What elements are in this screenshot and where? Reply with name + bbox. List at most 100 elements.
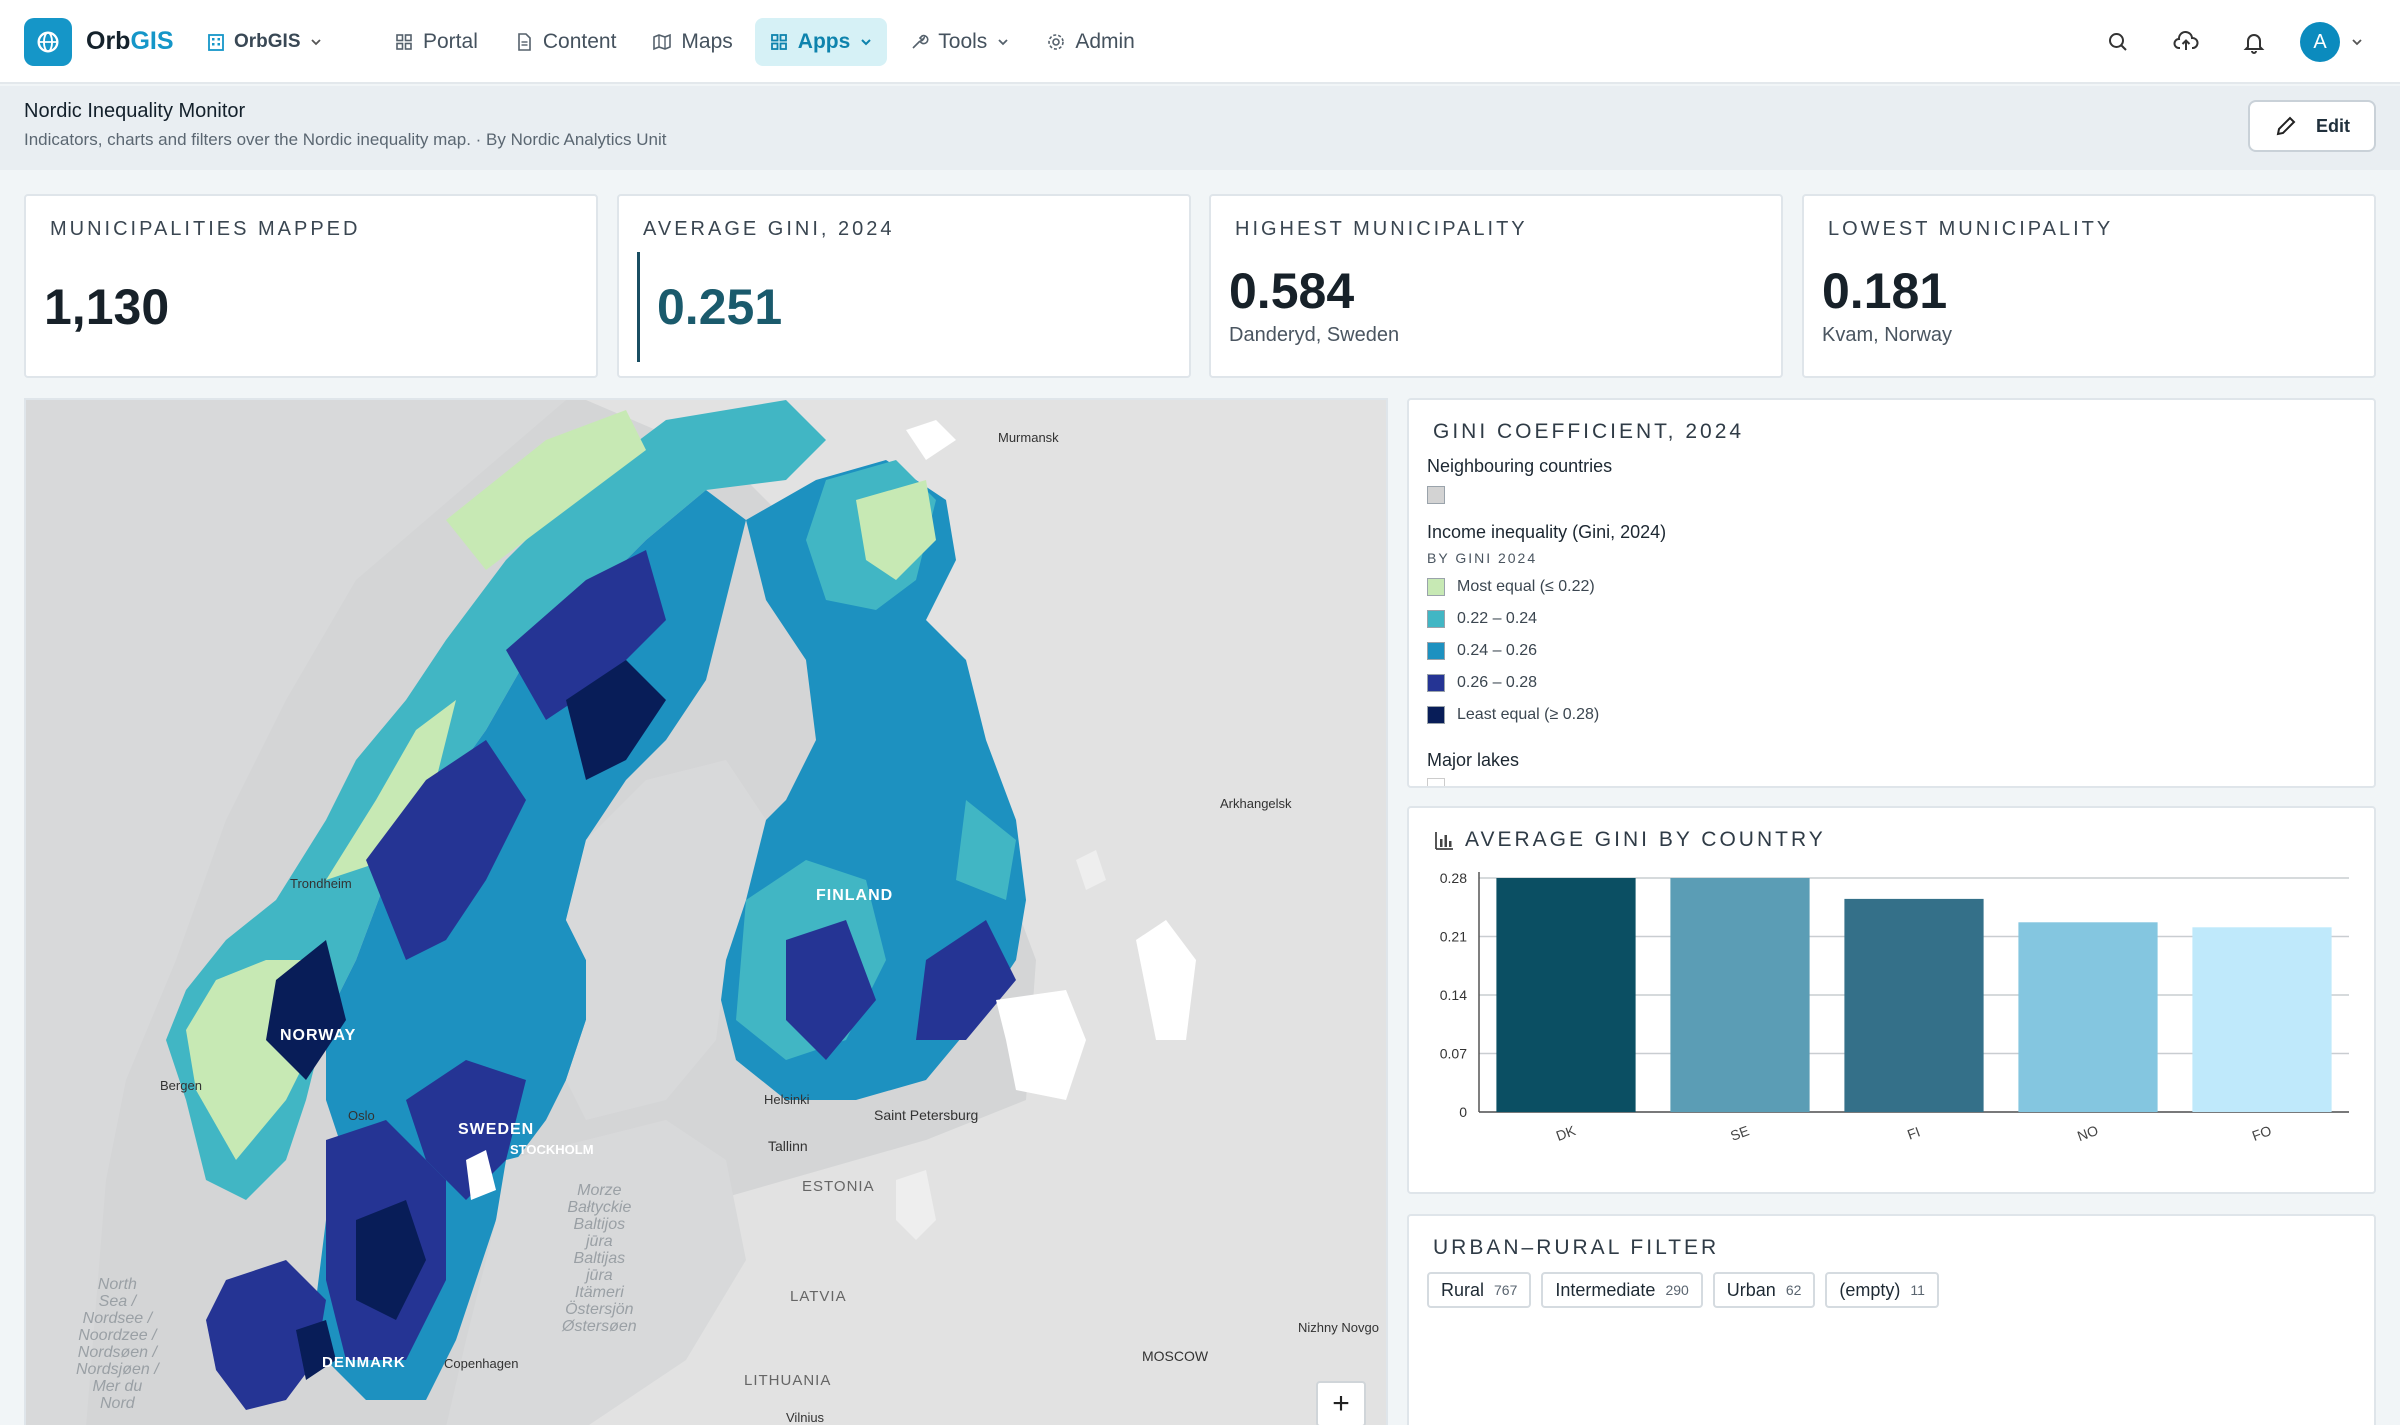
map-label-st-petersburg: Saint Petersburg xyxy=(874,1107,979,1123)
upload-button[interactable] xyxy=(2152,0,2220,84)
page-title: Nordic Inequality Monitor xyxy=(24,100,246,122)
nav-maps[interactable]: Maps xyxy=(638,18,746,66)
chart-title: AVERAGE GINI BY COUNTRY xyxy=(1465,828,1826,851)
bar-dk xyxy=(1496,878,1636,1112)
legend-class-row: 0.26 – 0.28 xyxy=(1427,674,1537,692)
legend-class-row: 0.22 – 0.24 xyxy=(1427,610,1537,628)
choropleth-map[interactable]: Murmansk Arkhangelsk Trondheim FINLAND N… xyxy=(24,398,1388,1425)
map-label-lithuania: LITHUANIA xyxy=(744,1372,832,1389)
filter-chips: Rural 767 Intermediate 290 Urban 62 (empty)… xyxy=(1427,1272,1949,1308)
nav-portal[interactable]: Portal xyxy=(380,18,492,66)
page-subtitle: Indicators, charts and filters over the … xyxy=(24,130,667,149)
legend-class-row: Least equal (≥ 0.28) xyxy=(1427,706,1599,724)
y-tick-label: 0.21 xyxy=(1440,929,1467,945)
filter-panel: URBAN–RURAL FILTER Rural 767 Intermediate… xyxy=(1407,1214,2376,1425)
legend-swatch xyxy=(1427,610,1445,628)
legend-panel: GINI COEFFICIENT, 2024 Neighbouring coun… xyxy=(1407,398,2376,788)
notifications-button[interactable] xyxy=(2220,0,2288,84)
legend-lakes-row xyxy=(1427,778,1445,786)
avatar: A xyxy=(2300,22,2340,62)
map-label-arkhangelsk: Arkhangelsk xyxy=(1220,796,1292,811)
search-button[interactable] xyxy=(2084,0,2152,84)
legend-neighbour-row xyxy=(1427,486,1445,504)
y-tick-label: 0.14 xyxy=(1440,987,1467,1003)
building-icon xyxy=(208,34,224,51)
legend-neighbouring-heading: Neighbouring countries xyxy=(1427,456,1613,476)
nav-apps[interactable]: Apps xyxy=(754,18,888,66)
map-label-finland: FINLAND xyxy=(816,887,894,904)
map-label-bergen: Bergen xyxy=(160,1078,202,1093)
nav-admin[interactable]: Admin xyxy=(1032,18,1149,66)
chip-count: 62 xyxy=(1785,1282,1802,1298)
x-tick-label: FO xyxy=(2250,1122,2274,1144)
filter-chip-rural[interactable]: Rural 767 xyxy=(1427,1272,1532,1308)
kpi-average-gini: AVERAGE GINI, 2024 0.251 xyxy=(617,194,1191,378)
kpi-subtext: Danderyd, Sweden xyxy=(1229,324,1400,346)
kpi-label: AVERAGE GINI, 2024 xyxy=(643,218,895,240)
kpi-label: MUNICIPALITIES MAPPED xyxy=(50,218,361,240)
bar-se xyxy=(1670,878,1810,1112)
kpi-municipalities: MUNICIPALITIES MAPPED 1,130 xyxy=(24,194,598,378)
chevron-down-icon xyxy=(998,39,1008,46)
y-tick-label: 0 xyxy=(1459,1104,1467,1120)
legend-swatch xyxy=(1427,642,1445,660)
legend-class-label: Least equal (≥ 0.28) xyxy=(1457,706,1600,723)
kpi-value: 1,130 xyxy=(44,279,170,335)
legend-class-label: Most equal (≤ 0.22) xyxy=(1457,578,1595,595)
kpi-value: 0.181 xyxy=(1822,263,1948,319)
bar-fi xyxy=(1844,898,1984,1112)
map-label-baltic-sea: Morze Bałtyckie Baltijos jūra Baltijas j… xyxy=(562,1182,637,1335)
map-label-nizhny: Nizhny Novgo xyxy=(1298,1320,1379,1335)
filter-chip-urban[interactable]: Urban 62 xyxy=(1712,1272,1816,1308)
top-navigation-bar: OrbGIS OrbGIS Portal Content Maps Apps xyxy=(0,0,2400,84)
legend-class-label: 0.24 – 0.26 xyxy=(1457,642,1538,659)
map-canvas[interactable] xyxy=(26,400,1388,1425)
edit-button-label: Edit xyxy=(2316,115,2350,136)
nav-admin-label: Admin xyxy=(1075,30,1135,53)
user-menu[interactable]: A xyxy=(2300,22,2364,62)
map-label-tallinn: Tallinn xyxy=(768,1138,808,1154)
legend-lakes-heading: Major lakes xyxy=(1427,750,1520,770)
org-label: OrbGIS xyxy=(234,31,301,52)
map-icon xyxy=(653,33,672,51)
pencil-icon xyxy=(2276,116,2296,136)
map-label-latvia: LATVIA xyxy=(790,1288,847,1305)
filter-chip-intermediate[interactable]: Intermediate 290 xyxy=(1541,1272,1703,1308)
legend-swatch xyxy=(1427,778,1445,786)
wrench-icon xyxy=(912,34,929,49)
legend-class-row: Most equal (≤ 0.22) xyxy=(1427,578,1595,596)
chip-label: (empty) xyxy=(1839,1279,1901,1300)
zoom-in-button[interactable]: + xyxy=(1316,1381,1366,1425)
legend-swatch xyxy=(1427,486,1445,504)
legend-class-label: 0.22 – 0.24 xyxy=(1457,610,1538,627)
org-switcher[interactable]: OrbGIS xyxy=(206,26,323,58)
chip-label: Intermediate xyxy=(1555,1279,1656,1300)
x-tick-label: NO xyxy=(2075,1122,2100,1144)
page-header: Nordic Inequality Monitor Indicators, ch… xyxy=(0,86,2400,170)
bar-chart: 0 0.07 0.14 0.21 0.28 DK SE FI NO FO xyxy=(1440,870,2349,1144)
nav-maps-label: Maps xyxy=(681,30,733,53)
apps-icon xyxy=(770,34,787,50)
nav-tools-label: Tools xyxy=(938,30,988,53)
legend-swatch xyxy=(1427,674,1445,692)
legend-class-label: 0.26 – 0.28 xyxy=(1457,674,1538,691)
legend-class-row: 0.24 – 0.26 xyxy=(1427,642,1537,660)
kpi-value: 0.251 xyxy=(657,279,783,335)
chip-count: 767 xyxy=(1494,1282,1518,1298)
nav-content[interactable]: Content xyxy=(500,18,631,66)
y-tick-label: 0.28 xyxy=(1440,870,1467,886)
x-tick-label: FI xyxy=(1905,1123,1922,1142)
map-label-trondheim: Trondheim xyxy=(290,876,352,891)
map-label-stockholm: STOCKHOLM xyxy=(510,1142,594,1157)
edit-button[interactable]: Edit xyxy=(2248,100,2376,152)
app-logo[interactable] xyxy=(24,18,72,66)
bell-icon xyxy=(2243,34,2265,54)
map-label-moscow: MOSCOW xyxy=(1142,1348,1209,1364)
filter-title: URBAN–RURAL FILTER xyxy=(1433,1236,1720,1259)
kpi-label: LOWEST MUNICIPALITY xyxy=(1828,218,2114,240)
x-tick-label: SE xyxy=(1728,1122,1751,1143)
y-tick-label: 0.07 xyxy=(1440,1046,1467,1062)
filter-chip-empty[interactable]: (empty) 11 xyxy=(1825,1272,1939,1308)
kpi-lowest: LOWEST MUNICIPALITY 0.181 Kvam, Norway xyxy=(1802,194,2376,378)
nav-tools[interactable]: Tools xyxy=(895,18,1024,66)
